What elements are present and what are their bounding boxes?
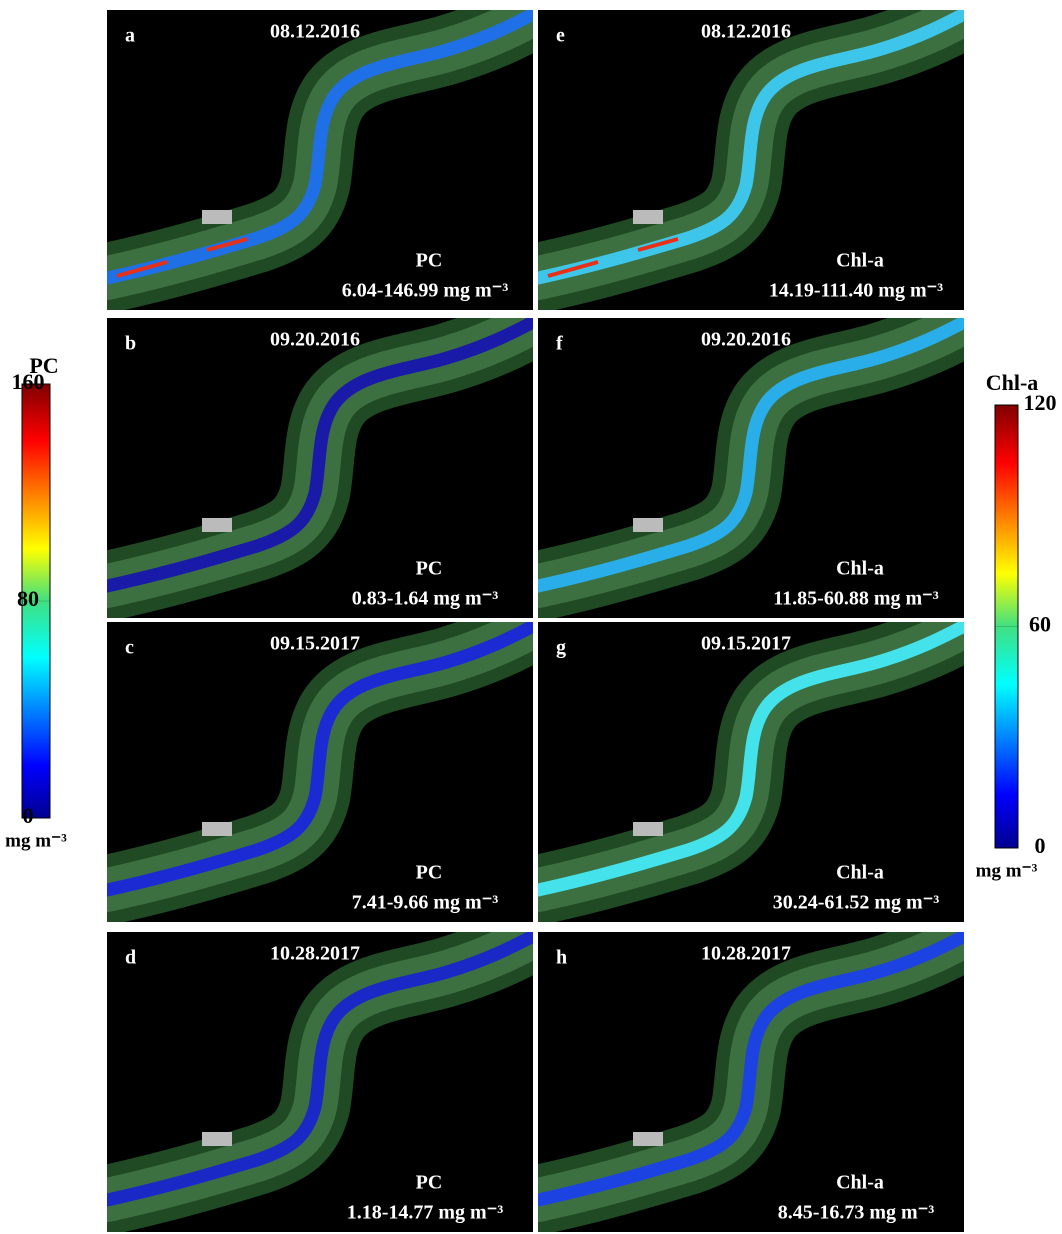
river [107, 318, 533, 593]
map [538, 10, 964, 310]
range-label: 8.45-16.73 mg m⁻³ [778, 1202, 935, 1224]
river [107, 622, 533, 897]
map [107, 10, 533, 310]
river [538, 318, 964, 593]
variable-label: PC [416, 250, 443, 272]
panel-letter: a [125, 25, 135, 47]
map-panel: a 08.12.2016 PC 6.04-146.99 mg m⁻³ [107, 10, 533, 310]
panel-date: 09.15.2017 [270, 633, 360, 655]
colorbar-unit: mg m⁻³ [976, 860, 1038, 881]
map-panel: f 09.20.2016 Chl-a 11.85-60.88 mg m⁻³ [538, 318, 964, 618]
town [202, 518, 232, 532]
river [538, 932, 964, 1207]
colorbar-label: Chl-a [986, 370, 1039, 395]
colorbar [21, 383, 51, 819]
panel-date: 10.28.2017 [701, 943, 791, 965]
range-label: 6.04-146.99 mg m⁻³ [342, 280, 509, 302]
town [633, 518, 663, 532]
river [107, 10, 533, 285]
town [202, 1132, 232, 1146]
map [538, 318, 964, 618]
map-panel: e 08.12.2016 Chl-a 14.19-111.40 mg m⁻³ [538, 10, 964, 310]
town [633, 822, 663, 836]
map-panel: b 09.20.2016 PC 0.83-1.64 mg m⁻³ [107, 318, 533, 618]
range-label: 30.24-61.52 mg m⁻³ [773, 892, 940, 914]
colorbar-tick-label: 60 [1029, 612, 1051, 637]
panel-date: 08.12.2016 [701, 21, 791, 43]
colorbar-tick-label: 0 [1035, 833, 1046, 858]
colorbar-tick-label: 0 [23, 803, 34, 828]
panel-date: 08.12.2016 [270, 21, 360, 43]
variable-label: Chl-a [836, 250, 884, 272]
panel-letter: h [556, 947, 567, 969]
range-label: 14.19-111.40 mg m⁻³ [769, 280, 943, 302]
panel-date: 09.20.2016 [701, 329, 791, 351]
variable-label: Chl-a [836, 862, 884, 884]
variable-label: PC [416, 1172, 443, 1194]
colorbar-unit: mg m⁻³ [5, 830, 67, 851]
town [202, 210, 232, 224]
panel-date: 09.20.2016 [270, 329, 360, 351]
town [202, 822, 232, 836]
map [107, 622, 533, 922]
panel-date: 10.28.2017 [270, 943, 360, 965]
panel-letter: g [556, 637, 566, 659]
variable-label: Chl-a [836, 558, 884, 580]
panel-letter: c [125, 637, 134, 659]
range-label: 11.85-60.88 mg m⁻³ [773, 588, 938, 610]
range-label: 1.18-14.77 mg m⁻³ [347, 1202, 504, 1224]
range-label: 7.41-9.66 mg m⁻³ [352, 892, 499, 914]
river [107, 932, 533, 1207]
map [107, 932, 533, 1232]
colorbar-label: PC [29, 353, 58, 378]
colorbar [994, 404, 1019, 849]
panel-letter: b [125, 333, 136, 355]
map-panel: c 09.15.2017 PC 7.41-9.66 mg m⁻³ [107, 622, 533, 922]
map [538, 622, 964, 922]
river [538, 10, 964, 285]
colorbar-tick-label: 160 [12, 369, 45, 394]
town [633, 1132, 663, 1146]
town [633, 210, 663, 224]
panel-letter: f [556, 333, 563, 355]
panel-letter: e [556, 25, 565, 47]
panel-date: 09.15.2017 [701, 633, 791, 655]
map-panel: h 10.28.2017 Chl-a 8.45-16.73 mg m⁻³ [538, 932, 964, 1232]
river [538, 622, 964, 897]
panel-letter: d [125, 947, 136, 969]
variable-label: Chl-a [836, 1172, 884, 1194]
colorbar-tick-label: 120 [1024, 390, 1057, 415]
map-panel: d 10.28.2017 PC 1.18-14.77 mg m⁻³ [107, 932, 533, 1232]
variable-label: PC [416, 558, 443, 580]
hotspot [547, 237, 679, 278]
map-panel: g 09.15.2017 Chl-a 30.24-61.52 mg m⁻³ [538, 622, 964, 922]
map [107, 318, 533, 618]
colorbar-tick-label: 80 [17, 586, 39, 611]
variable-label: PC [416, 862, 443, 884]
range-label: 0.83-1.64 mg m⁻³ [352, 588, 499, 610]
map [538, 932, 964, 1232]
hotspot [116, 237, 248, 278]
